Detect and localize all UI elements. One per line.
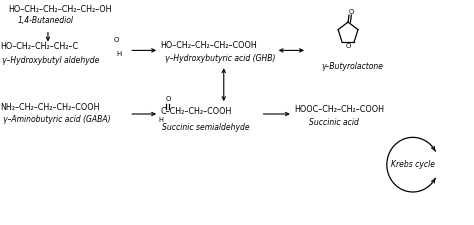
Text: H: H bbox=[158, 117, 164, 124]
Text: O: O bbox=[113, 37, 118, 43]
Text: 1,4-Butanediol: 1,4-Butanediol bbox=[17, 16, 73, 25]
Text: Krebs cycle: Krebs cycle bbox=[391, 160, 435, 169]
Text: γ–Hydroxybutyric acid (GHB): γ–Hydroxybutyric acid (GHB) bbox=[165, 54, 276, 63]
Text: O: O bbox=[346, 43, 351, 49]
Text: C–CH₂–CH₂–COOH: C–CH₂–CH₂–COOH bbox=[160, 107, 232, 116]
Text: Succinic semialdehyde: Succinic semialdehyde bbox=[162, 123, 250, 132]
Text: NH₂–CH₂–CH₂–CH₂–COOH: NH₂–CH₂–CH₂–CH₂–COOH bbox=[0, 103, 100, 112]
Text: γ–Aminobutyric acid (GABA): γ–Aminobutyric acid (GABA) bbox=[3, 115, 111, 124]
Text: HOOC–CH₂–CH₂–COOH: HOOC–CH₂–CH₂–COOH bbox=[295, 105, 385, 114]
Text: H: H bbox=[117, 51, 122, 57]
Text: HO–CH₂–CH₂–CH₂–COOH: HO–CH₂–CH₂–CH₂–COOH bbox=[160, 41, 257, 50]
Text: O: O bbox=[166, 96, 171, 102]
Text: HO–CH₂–CH₂–CH₂–CH₂–OH: HO–CH₂–CH₂–CH₂–CH₂–OH bbox=[8, 5, 111, 14]
Text: γ–Butyrolactone: γ–Butyrolactone bbox=[321, 62, 383, 71]
Text: Succinic acid: Succinic acid bbox=[309, 118, 359, 127]
Text: HO–CH₂–CH₂–CH₂–C: HO–CH₂–CH₂–CH₂–C bbox=[0, 42, 79, 51]
Text: O: O bbox=[348, 9, 354, 15]
Text: γ–Hydroxybutyl aldehyde: γ–Hydroxybutyl aldehyde bbox=[1, 56, 99, 65]
